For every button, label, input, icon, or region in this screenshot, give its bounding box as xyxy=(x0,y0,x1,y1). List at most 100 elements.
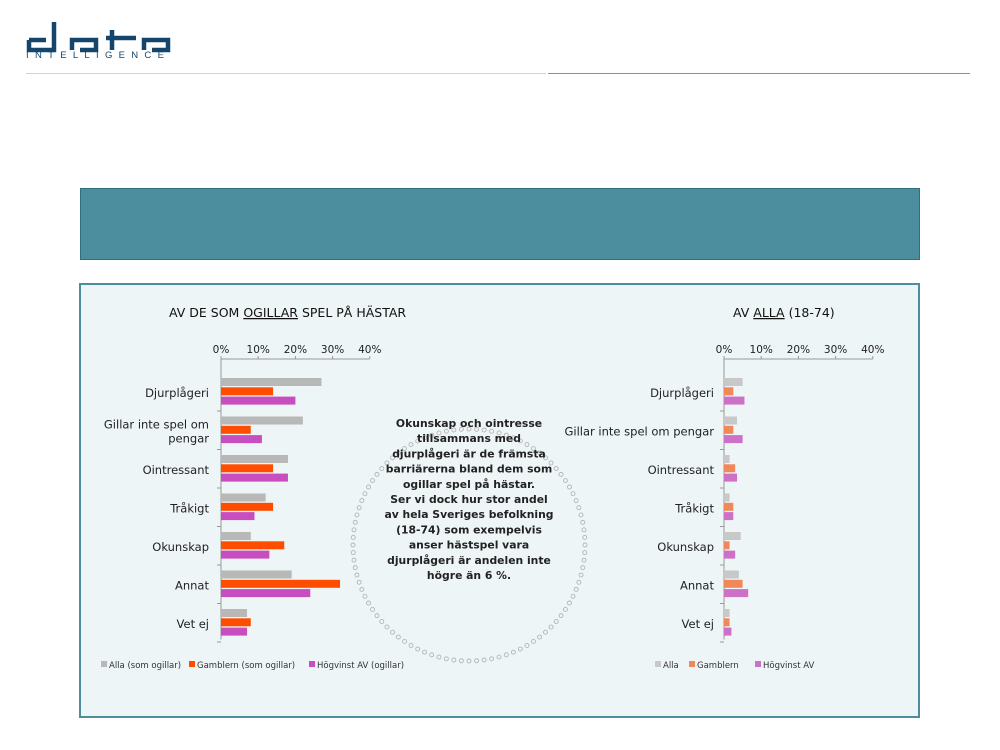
bar-alla xyxy=(724,532,741,540)
legend-label: Högvinst AV (ogillar) xyxy=(317,661,404,671)
legend-label: Alla (som ogillar) xyxy=(109,661,181,671)
x-tick-label: 20% xyxy=(284,344,307,356)
callout-dot xyxy=(530,639,536,644)
chart-title-part: SPEL PÅ HÄSTAR xyxy=(298,305,406,320)
callout-dot xyxy=(359,586,365,592)
chart-title-part: (18-74) xyxy=(785,305,835,320)
callout-text-line: anser hästspel vara xyxy=(409,539,529,552)
bar-gamblern-som-ogillar- xyxy=(221,425,251,434)
category-label: Annat xyxy=(175,579,209,593)
callout-dot xyxy=(356,505,362,511)
callout-dot xyxy=(474,426,480,432)
callout-dot xyxy=(351,527,357,533)
bar-gamblern-som-ogillar- xyxy=(221,502,274,511)
bar-gamblern-som-ogillar- xyxy=(221,387,274,396)
callout-dot xyxy=(466,426,472,432)
callout-dot xyxy=(567,600,572,606)
callout-dot xyxy=(374,613,380,619)
bar-högvinst-av xyxy=(724,435,743,444)
bar-alla-som-ogillar- xyxy=(221,609,248,617)
legend-swatch xyxy=(309,661,315,667)
header-rule-right xyxy=(548,73,970,74)
legend-label: Alla xyxy=(663,661,679,671)
callout-dot xyxy=(370,478,375,484)
callout-dot xyxy=(481,427,487,433)
callout-dot xyxy=(517,438,523,444)
callout-dot xyxy=(415,646,421,652)
x-tick-label: 40% xyxy=(861,344,884,356)
category-label: Okunskap xyxy=(657,540,714,554)
callout-dot xyxy=(553,466,559,471)
callout-dot xyxy=(581,527,587,533)
category-label: Okunskap xyxy=(152,540,209,554)
bar-gamblern xyxy=(724,579,743,588)
bar-högvinst-av-ogillar- xyxy=(221,435,262,444)
bar-högvinst-av-ogillar- xyxy=(221,589,311,598)
callout-dot xyxy=(466,658,472,664)
legend-swatch xyxy=(689,661,695,667)
callout-dot xyxy=(379,619,385,624)
callout-dot xyxy=(350,550,356,556)
headline-banner xyxy=(80,188,920,260)
bar-gamblern xyxy=(724,387,734,396)
callout-dot xyxy=(517,646,523,652)
bar-högvinst-av-ogillar- xyxy=(221,627,248,636)
legend-label: Gamblern (som ogillar) xyxy=(197,661,295,671)
callout-dot xyxy=(350,542,356,548)
legend-swatch xyxy=(101,661,107,667)
callout-dot xyxy=(436,430,442,436)
callout-dot xyxy=(489,656,495,662)
bar-högvinst-av-ogillar- xyxy=(221,473,288,482)
callout-dot xyxy=(436,654,442,660)
category-label: Tråkigt xyxy=(674,502,714,516)
bar-gamblern-som-ogillar- xyxy=(221,579,341,588)
callout-dot xyxy=(352,519,358,525)
callout-dot xyxy=(570,491,576,497)
x-tick-label: 30% xyxy=(824,344,847,356)
callout-dot xyxy=(451,427,457,433)
callout-text-line: barriärerna bland dem som xyxy=(386,463,552,476)
chart-alla: AV ALLA (18-74) 0% 10% 20% 30% 40% Djurplågeri… xyxy=(565,305,885,671)
bar-högvinst-av-ogillar- xyxy=(221,550,270,559)
callout-dot xyxy=(524,442,530,447)
callout-dot xyxy=(548,624,554,630)
category-label: pengar xyxy=(168,432,209,446)
legend-label: Högvinst AV xyxy=(763,661,815,671)
category-label: Gillar inte spel om pengar xyxy=(565,425,715,439)
callout-dot xyxy=(384,460,390,466)
callout-dot xyxy=(524,643,530,648)
callout-text-line: högre än 6 %. xyxy=(427,569,511,582)
bar-gamblern xyxy=(724,502,734,511)
bar-alla xyxy=(724,570,739,579)
bar-alla-som-ogillar- xyxy=(221,378,322,386)
callout-dot xyxy=(402,639,408,644)
callout-dot xyxy=(362,491,368,497)
bar-högvinst-av xyxy=(724,627,732,636)
x-tick-label: 40% xyxy=(358,344,381,356)
callout-dot xyxy=(443,656,449,662)
callout-dot xyxy=(543,455,548,461)
callout-dot xyxy=(352,565,358,571)
callout-text-line: av hela Sveriges befolkning xyxy=(384,508,553,521)
bar-alla xyxy=(724,455,730,463)
callout-dot xyxy=(422,649,428,655)
callout-dot xyxy=(458,658,464,664)
callout-dot xyxy=(390,629,395,635)
bar-alla xyxy=(724,416,738,425)
legend-swatch xyxy=(189,661,195,667)
callout-dot xyxy=(366,600,371,606)
bar-alla-som-ogillar- xyxy=(221,455,288,463)
callout-dot xyxy=(408,643,414,648)
callout-dot xyxy=(563,606,568,612)
callout-dot xyxy=(582,550,588,556)
callout-dot xyxy=(510,435,516,441)
bar-alla xyxy=(724,493,730,502)
callout-dot xyxy=(362,593,368,599)
chart-ogillar: AV DE SOM OGILLAR SPEL PÅ HÄSTAR 0% 10% 20%… xyxy=(101,305,406,671)
callout-dot xyxy=(548,460,554,466)
callout-dot xyxy=(573,586,579,592)
callout-dot xyxy=(429,432,435,438)
chart-title-part: ALLA xyxy=(753,305,785,320)
bar-gamblern xyxy=(724,618,730,627)
chart-title: AV ALLA (18-74) xyxy=(733,305,835,320)
